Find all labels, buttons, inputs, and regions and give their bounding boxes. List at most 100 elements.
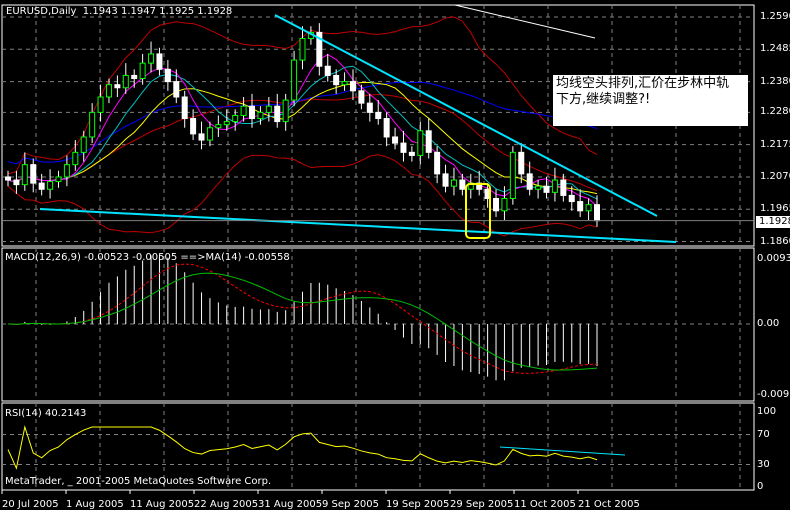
rsi-axis-label: 30 xyxy=(757,458,770,470)
main-panel xyxy=(1,4,755,247)
date-label: 11 Aug 2005 xyxy=(130,499,195,510)
macd-axis-label: 0.00 xyxy=(757,318,780,329)
rsi-axis-label: 70 xyxy=(757,428,770,440)
candle-down xyxy=(459,179,466,190)
ma-mid xyxy=(7,65,598,200)
candle-down xyxy=(375,111,382,120)
candle-down xyxy=(131,74,138,80)
candle-down xyxy=(249,105,256,120)
candle-down xyxy=(156,53,163,70)
candle-up xyxy=(72,151,79,166)
candle-up xyxy=(535,185,542,190)
candle-down xyxy=(198,133,205,141)
candle-up xyxy=(240,105,247,116)
candle-up xyxy=(223,121,230,126)
highlight-box xyxy=(465,183,491,239)
candle-up xyxy=(21,164,28,186)
candle-down xyxy=(333,74,340,86)
candle-down xyxy=(543,185,550,193)
candle-down xyxy=(274,105,281,123)
support-trendline xyxy=(39,208,677,243)
symbol-timeframe: EURUSD,Daily xyxy=(6,6,77,17)
candle-up xyxy=(551,179,558,193)
candle-up xyxy=(585,204,592,212)
date-label: 22 Aug 2005 xyxy=(194,499,259,510)
price-axis-label: 1.2590 xyxy=(760,11,790,22)
candle-up xyxy=(291,59,298,101)
candle-up xyxy=(450,179,457,187)
candle-up xyxy=(232,114,239,123)
candle-down xyxy=(5,176,11,181)
ma-fast xyxy=(7,53,598,207)
candle-down xyxy=(383,118,390,138)
date-label: 21 Oct 2005 xyxy=(578,499,640,510)
candle-up xyxy=(105,84,112,98)
candle-up xyxy=(97,96,104,113)
candle-up xyxy=(265,105,272,113)
candle-up xyxy=(47,181,54,190)
candle-up xyxy=(122,74,129,89)
candle-up xyxy=(63,164,70,178)
bollinger-lower xyxy=(7,154,598,237)
candle-down xyxy=(190,118,197,135)
price-axis-label: 1.1965 xyxy=(760,203,790,215)
macd-label: MACD(12,26,9) -0.00523 -0.00505 ==>MA(14… xyxy=(5,252,290,263)
current-price-label: 1.1928 xyxy=(756,216,790,228)
date-label: 9 Sep 2005 xyxy=(322,499,380,510)
candle-down xyxy=(366,102,373,113)
macd-ma-line xyxy=(7,272,598,371)
annotation-line2: 下方,继续调整?! xyxy=(556,92,651,107)
candle-down xyxy=(324,65,331,76)
candle-down xyxy=(442,173,449,187)
candle-down xyxy=(349,81,356,92)
candle-down xyxy=(577,201,584,212)
candle-down xyxy=(13,179,20,186)
date-label: 19 Sep 2005 xyxy=(386,499,450,510)
candle-down xyxy=(408,151,415,156)
rsi-label: RSI(14) 40.2143 xyxy=(5,408,87,419)
candle-down xyxy=(526,173,533,190)
candle-down xyxy=(425,130,432,153)
rsi-axis-label: 100 xyxy=(757,406,777,417)
candle-up xyxy=(139,62,146,80)
date-label: 11 Oct 2005 xyxy=(514,499,576,510)
copyright-text: MetaTrader, _ 2001-2005 MetaQuotes Softw… xyxy=(5,476,272,487)
candle-down xyxy=(316,31,323,67)
date-label: 20 Jul 2005 xyxy=(2,499,59,510)
candle-down xyxy=(173,81,180,98)
ma-slow xyxy=(7,82,598,195)
candle-down xyxy=(518,151,525,175)
price-axis-label: 1.2070 xyxy=(760,170,790,182)
rsi-axis-label: 0 xyxy=(757,481,764,492)
annotation-line1: 均线空头排列,汇价在步林中轨 xyxy=(556,76,730,91)
candle-up xyxy=(509,151,516,199)
trendline-white xyxy=(454,4,596,39)
date-label: 29 Sep 2005 xyxy=(450,499,514,510)
ohlc-readout: 1.1943 1.1947 1.1925 1.1928 xyxy=(82,6,233,17)
macd-axis-label: 0.00937 xyxy=(757,253,790,264)
candle-down xyxy=(392,136,399,144)
candle-down xyxy=(434,151,441,175)
rsi-line xyxy=(7,425,598,470)
rsi-trendline xyxy=(499,446,626,456)
candle-down xyxy=(400,142,407,153)
date-label: 1 Aug 2005 xyxy=(66,499,124,510)
price-axis-label: 1.2175 xyxy=(760,138,790,150)
candle-up xyxy=(257,111,264,120)
candle-down xyxy=(164,68,171,83)
annotation-note[interactable]: 均线空头排列,汇价在步林中轨 下方,继续调整?! xyxy=(553,75,748,126)
candle-up xyxy=(341,81,348,86)
candle-up xyxy=(80,136,87,153)
candle-up xyxy=(417,130,424,156)
macd-axis-label: -0.00981 xyxy=(757,389,790,400)
candle-down xyxy=(594,204,600,222)
candle-down xyxy=(181,96,188,120)
ma-long xyxy=(7,81,598,165)
candle-down xyxy=(38,182,45,190)
rsi-panel xyxy=(1,402,755,491)
macd-signal-line xyxy=(7,263,598,374)
candle-up xyxy=(89,111,96,138)
candle-up xyxy=(501,197,508,212)
